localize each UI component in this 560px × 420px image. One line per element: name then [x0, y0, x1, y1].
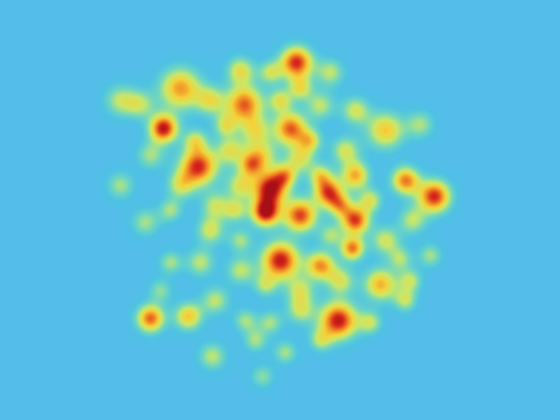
heatmap-stage: [0, 0, 560, 420]
density-heatmap-image: [0, 0, 560, 420]
